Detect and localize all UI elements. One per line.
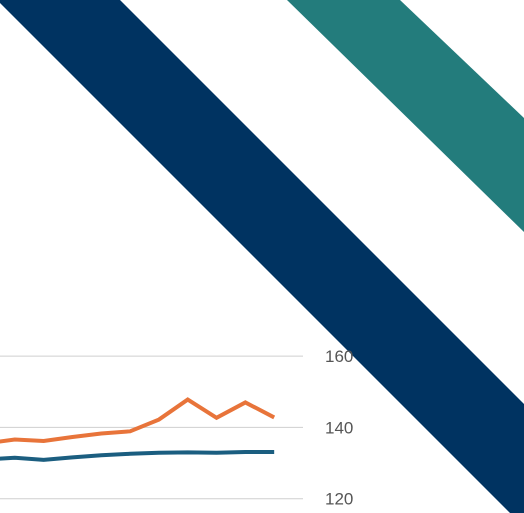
y-tick-label: 120 <box>325 490 353 509</box>
teal-diagonal-band <box>287 0 524 232</box>
series-line-2 <box>0 450 275 462</box>
chart-gridlines <box>0 355 303 500</box>
y-tick-label: 160 <box>325 347 353 366</box>
y-tick-label: 140 <box>325 418 353 437</box>
chart-series <box>0 397 276 462</box>
y-axis-ticks: 160 140 120 <box>325 347 353 509</box>
series-line-1 <box>0 397 276 444</box>
